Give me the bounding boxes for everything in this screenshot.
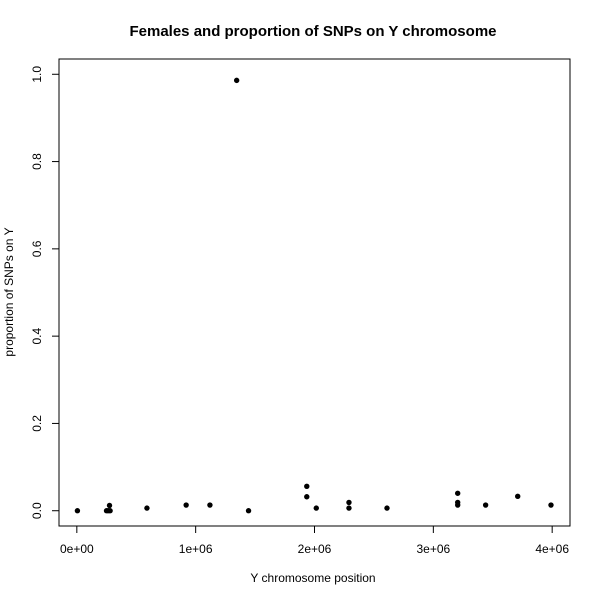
data-point [245, 508, 252, 514]
x-tick-label: 4e+06 [535, 542, 569, 556]
data-point [233, 77, 240, 84]
data-point [515, 493, 521, 500]
data-point [107, 508, 113, 514]
y-tick-label: 0.4 [30, 327, 44, 344]
y-tick-label: 0.6 [30, 240, 44, 257]
data-point [304, 483, 310, 489]
data-point [183, 502, 189, 508]
data-point [74, 508, 81, 514]
data-point [454, 490, 461, 496]
data-point [482, 502, 489, 508]
data-point [384, 505, 390, 511]
data-point [207, 502, 213, 508]
y-tick-label: 0.2 [30, 415, 44, 432]
plot-box [58, 58, 571, 527]
y-axis-label: proportion of SNPs on Y [2, 227, 16, 356]
x-axis: 0e+00 1e+06 2e+06 3e+06 4e+06 [60, 525, 569, 556]
data-point [106, 502, 113, 509]
y-tick-label: 1.0 [30, 66, 44, 83]
y-tick-label: 0.0 [30, 502, 44, 519]
x-tick-label: 1e+06 [179, 542, 213, 556]
x-tick-label: 0e+00 [60, 542, 94, 556]
data-point [346, 499, 352, 506]
x-tick-label: 2e+06 [298, 542, 332, 556]
data-point [454, 502, 461, 508]
x-axis-label: Y chromosome position [250, 571, 375, 585]
chart-title: Females and proportion of SNPs on Y chro… [129, 23, 496, 40]
data-point [144, 505, 150, 511]
y-axis: 0.0 0.2 0.4 0.6 0.8 1.0 [30, 66, 60, 519]
data-points [74, 77, 554, 514]
y-tick-label: 0.8 [30, 153, 44, 170]
data-point [304, 494, 310, 500]
data-point [548, 502, 554, 508]
x-tick-label: 3e+06 [416, 542, 450, 556]
data-point [346, 505, 352, 511]
data-point [313, 505, 319, 511]
